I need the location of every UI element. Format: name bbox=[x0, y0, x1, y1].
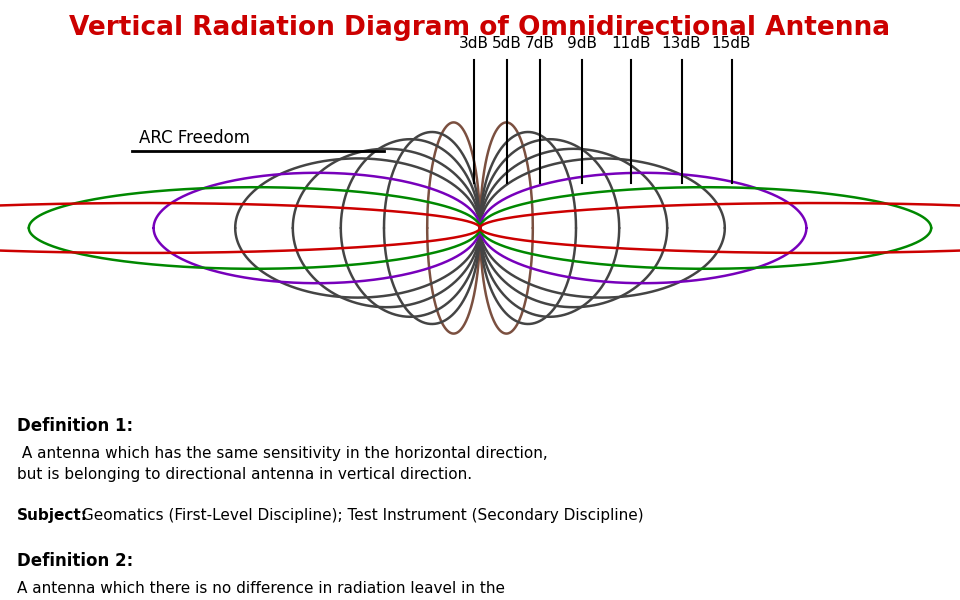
Text: 9dB: 9dB bbox=[566, 36, 597, 51]
Text: 3dB: 3dB bbox=[459, 36, 490, 51]
Text: 11dB: 11dB bbox=[611, 36, 651, 51]
Text: A antenna which has the same sensitivity in the horizontal direction,
but is bel: A antenna which has the same sensitivity… bbox=[17, 446, 548, 482]
Text: 13dB: 13dB bbox=[661, 36, 702, 51]
Text: Definition 1:: Definition 1: bbox=[17, 417, 133, 435]
Text: Definition 2:: Definition 2: bbox=[17, 553, 133, 571]
Text: 5dB: 5dB bbox=[492, 36, 522, 51]
Text: Geomatics (First-Level Discipline); Test Instrument (Secondary Discipline): Geomatics (First-Level Discipline); Test… bbox=[77, 508, 643, 523]
Text: ARC Freedom: ARC Freedom bbox=[139, 129, 251, 147]
Text: A antenna which there is no difference in radiation leavel in the
horizontal pla: A antenna which there is no difference i… bbox=[17, 581, 556, 600]
Text: 7dB: 7dB bbox=[524, 36, 555, 51]
Text: 15dB: 15dB bbox=[711, 36, 752, 51]
Text: Subject:: Subject: bbox=[17, 508, 88, 523]
Text: Vertical Radiation Diagram of Omnidirectional Antenna: Vertical Radiation Diagram of Omnidirect… bbox=[69, 15, 891, 41]
